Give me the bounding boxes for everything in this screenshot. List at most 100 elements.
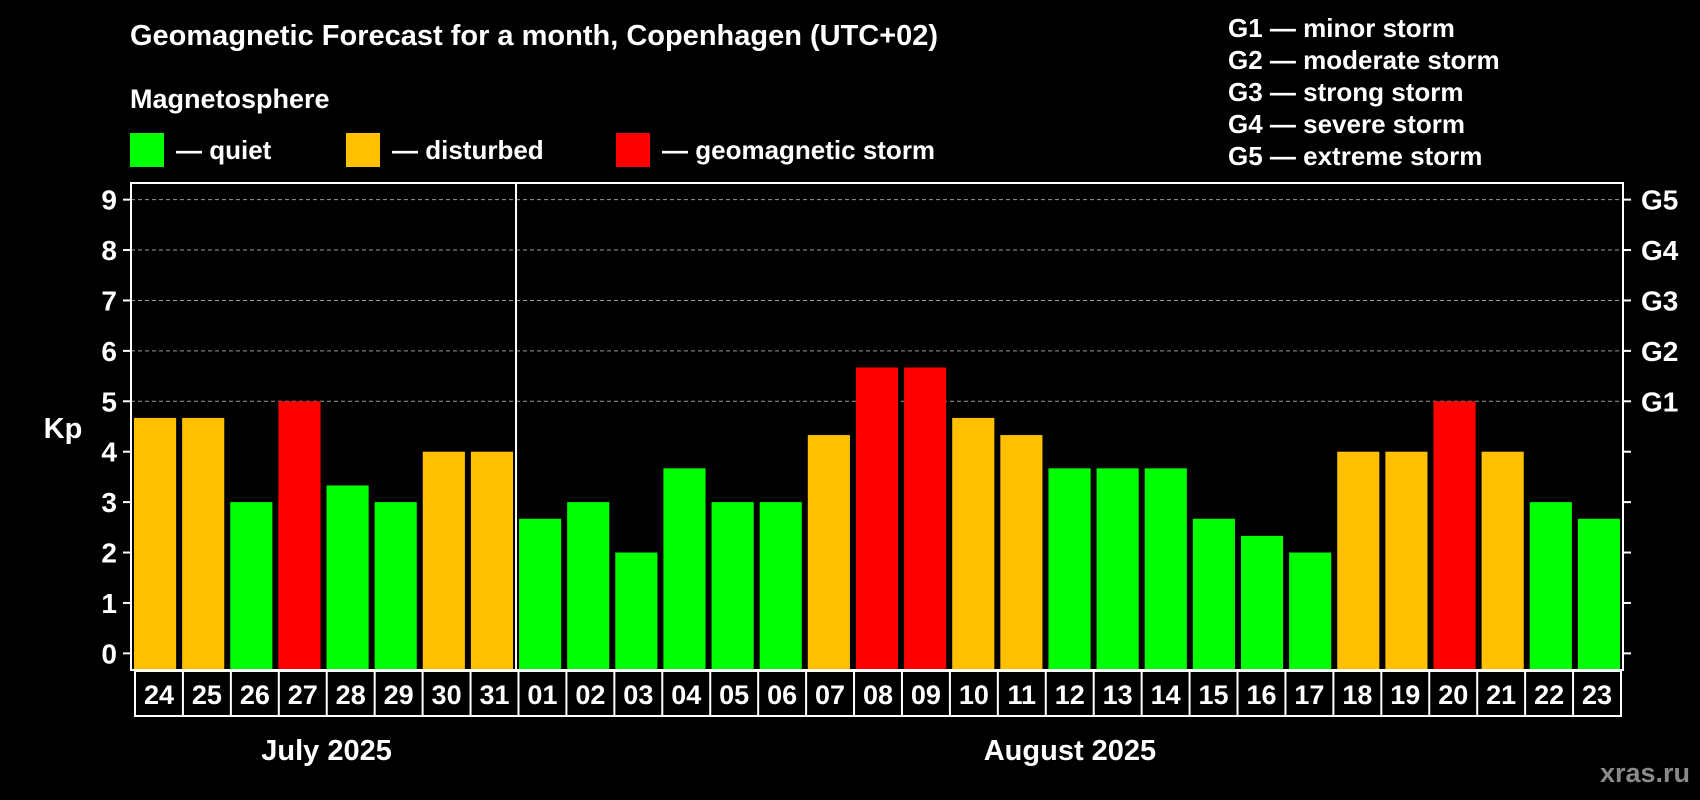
y-tick-label: 6 xyxy=(101,336,117,367)
legend-item-storm: — geomagnetic storm xyxy=(616,133,935,167)
day-label-23: 23 xyxy=(1582,680,1612,710)
legend-label-disturbed: — disturbed xyxy=(392,134,544,165)
day-label-12: 12 xyxy=(1055,680,1085,710)
bar-31 xyxy=(470,451,514,670)
day-label-09: 09 xyxy=(911,680,941,710)
day-label-22: 22 xyxy=(1534,680,1564,710)
y-tick-label: 2 xyxy=(101,538,117,569)
day-label-04: 04 xyxy=(671,680,701,710)
bar-30 xyxy=(422,451,465,670)
y-tick-label: 3 xyxy=(101,487,117,518)
bar-26 xyxy=(230,502,273,670)
g-scale-item-g1: G1 — minor storm xyxy=(1228,13,1455,43)
y-tick-label: 7 xyxy=(101,285,117,316)
bar-01 xyxy=(519,518,562,670)
legend-swatch-quiet xyxy=(130,133,164,167)
bar-16 xyxy=(1240,535,1284,670)
day-label-31: 31 xyxy=(479,680,509,710)
bar-21 xyxy=(1481,451,1524,670)
day-label-01: 01 xyxy=(527,680,557,710)
g-scale-item-g4: G4 — severe storm xyxy=(1228,109,1466,139)
bar-05 xyxy=(711,502,754,670)
day-label-24: 24 xyxy=(144,680,174,710)
bar-20 xyxy=(1433,401,1476,670)
bar-23 xyxy=(1577,518,1620,670)
bar-19 xyxy=(1385,451,1428,670)
g-tick-label: G4 xyxy=(1641,235,1679,266)
day-label-11: 11 xyxy=(1008,680,1037,710)
bar-10 xyxy=(952,417,995,670)
g-scale-item-g3: G3 — strong storm xyxy=(1228,77,1464,107)
g-tick-label: G1 xyxy=(1641,386,1678,417)
bar-03 xyxy=(615,552,658,670)
bar-27 xyxy=(278,401,321,670)
day-label-15: 15 xyxy=(1199,680,1229,710)
day-label-07: 07 xyxy=(815,680,845,710)
day-label-box xyxy=(134,670,1622,717)
y-tick-label: 4 xyxy=(101,437,117,468)
day-label-10: 10 xyxy=(959,680,989,710)
bar-02 xyxy=(567,502,610,670)
bar-06 xyxy=(759,502,802,670)
bar-07 xyxy=(807,435,850,670)
bar-11 xyxy=(1000,435,1043,670)
g-scale-item-g5: G5 — extreme storm xyxy=(1228,141,1483,171)
y-tick-label: 9 xyxy=(101,185,117,216)
bar-15 xyxy=(1192,518,1235,670)
day-label-26: 26 xyxy=(240,680,270,710)
g-tick-label: G5 xyxy=(1641,185,1678,216)
day-label-06: 06 xyxy=(767,680,797,710)
day-label-02: 02 xyxy=(575,680,605,710)
legend-heading: Magnetosphere xyxy=(130,84,330,114)
day-label-20: 20 xyxy=(1438,680,1468,710)
bar-14 xyxy=(1144,468,1187,670)
day-label-21: 21 xyxy=(1486,680,1516,710)
day-label-03: 03 xyxy=(623,680,653,710)
legend-swatch-disturbed xyxy=(346,133,380,167)
day-label-18: 18 xyxy=(1342,680,1372,710)
day-label-05: 05 xyxy=(719,680,749,710)
legend-label-storm: — geomagnetic storm xyxy=(662,134,936,165)
bar-04 xyxy=(663,468,706,670)
g-tick-label: G2 xyxy=(1641,336,1678,367)
y-tick-label: 0 xyxy=(101,638,117,669)
day-label-29: 29 xyxy=(384,680,414,710)
bar-28 xyxy=(326,485,369,670)
day-label-27: 27 xyxy=(288,680,318,710)
watermark: xras.ru xyxy=(1599,758,1690,788)
bar-18 xyxy=(1337,451,1380,670)
bar-08 xyxy=(855,367,899,670)
y-axis-label: Kp xyxy=(44,413,83,445)
bar-25 xyxy=(182,417,225,670)
day-label-17: 17 xyxy=(1294,680,1324,710)
month-label-july: July 2025 xyxy=(261,735,392,767)
bars xyxy=(134,367,1620,670)
month-label-august: August 2025 xyxy=(983,735,1157,767)
day-label-30: 30 xyxy=(432,680,462,710)
bar-12 xyxy=(1048,468,1091,670)
bar-09 xyxy=(904,367,947,670)
legend-swatch-storm xyxy=(616,133,650,167)
bar-13 xyxy=(1096,468,1139,670)
x-axis-day-labels: 24 25 26 27 28 29 30 31 01 02 03 04 05 06 07 08 09 10 11 12… xyxy=(134,670,1622,717)
bar-22 xyxy=(1529,502,1572,670)
y-tick-label: 5 xyxy=(101,386,117,417)
y-tick-label: 1 xyxy=(101,588,117,619)
axes: 0 1 2 3 4 5 6 7 8 9 G1 G2 G3 G4 G5 xyxy=(101,185,1678,670)
g-scale-item-g2: G2 — moderate storm xyxy=(1228,45,1500,75)
legend-item-disturbed: — disturbed xyxy=(346,133,544,167)
day-label-13: 13 xyxy=(1103,680,1133,710)
bar-29 xyxy=(374,502,417,670)
y-tick-label: 8 xyxy=(101,235,117,266)
day-label-25: 25 xyxy=(192,680,222,710)
g-scale-legend: G1 — minor storm G2 — moderate storm G3 … xyxy=(1228,12,1500,172)
legend-item-quiet: — quiet xyxy=(130,133,271,167)
g-tick-label: G3 xyxy=(1641,285,1678,316)
bar-17 xyxy=(1289,552,1332,670)
day-label-16: 16 xyxy=(1246,680,1276,710)
day-label-19: 19 xyxy=(1390,680,1420,710)
day-label-28: 28 xyxy=(336,680,366,710)
chart-title: Geomagnetic Forecast for a month, Copenh… xyxy=(130,20,939,52)
legend-label-quiet: — quiet xyxy=(176,134,272,165)
